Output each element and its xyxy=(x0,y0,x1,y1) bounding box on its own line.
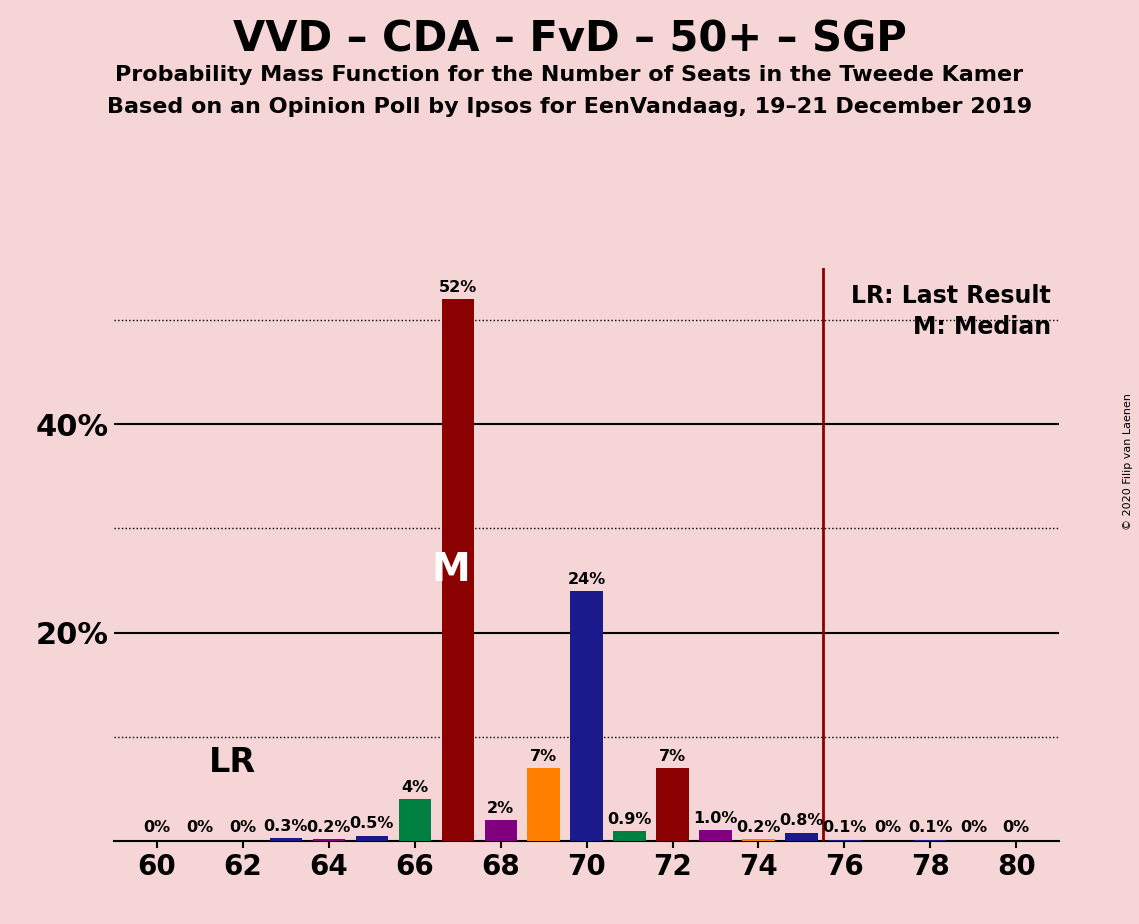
Text: M: M xyxy=(432,551,470,589)
Bar xyxy=(270,838,302,841)
Text: 0%: 0% xyxy=(229,820,256,834)
Bar xyxy=(484,820,517,841)
Bar xyxy=(355,835,388,841)
Bar xyxy=(915,840,947,841)
Text: 0%: 0% xyxy=(144,820,171,834)
Text: Probability Mass Function for the Number of Seats in the Tweede Kamer: Probability Mass Function for the Number… xyxy=(115,65,1024,85)
Text: 0.5%: 0.5% xyxy=(350,817,394,832)
Text: 0.8%: 0.8% xyxy=(779,813,823,828)
Bar xyxy=(527,768,559,841)
Bar xyxy=(312,839,345,841)
Bar xyxy=(785,833,818,841)
Text: 2%: 2% xyxy=(487,801,514,816)
Text: VVD – CDA – FvD – 50+ – SGP: VVD – CDA – FvD – 50+ – SGP xyxy=(232,18,907,60)
Bar xyxy=(614,832,646,841)
Text: 0.3%: 0.3% xyxy=(263,819,308,833)
Text: 0%: 0% xyxy=(874,820,901,834)
Text: 7%: 7% xyxy=(530,748,557,764)
Text: 0.2%: 0.2% xyxy=(306,820,351,834)
Bar xyxy=(442,299,474,841)
Text: 52%: 52% xyxy=(439,280,477,295)
Text: M: Median: M: Median xyxy=(912,315,1050,339)
Text: 0%: 0% xyxy=(960,820,986,834)
Text: 0.1%: 0.1% xyxy=(908,820,952,834)
Bar xyxy=(656,768,689,841)
Bar xyxy=(699,831,731,841)
Bar xyxy=(399,799,431,841)
Text: 4%: 4% xyxy=(401,780,428,795)
Bar xyxy=(828,840,861,841)
Bar xyxy=(571,590,603,841)
Text: LR: LR xyxy=(208,747,255,779)
Text: 7%: 7% xyxy=(659,748,686,764)
Text: 0.2%: 0.2% xyxy=(736,820,780,834)
Text: 24%: 24% xyxy=(567,572,606,587)
Text: 0.1%: 0.1% xyxy=(822,820,867,834)
Text: © 2020 Filip van Laenen: © 2020 Filip van Laenen xyxy=(1123,394,1133,530)
Text: 0.9%: 0.9% xyxy=(607,812,652,827)
Text: 0%: 0% xyxy=(1002,820,1030,834)
Text: Based on an Opinion Poll by Ipsos for EenVandaag, 19–21 December 2019: Based on an Opinion Poll by Ipsos for Ee… xyxy=(107,97,1032,117)
Bar xyxy=(743,839,775,841)
Text: LR: Last Result: LR: Last Result xyxy=(851,284,1050,308)
Text: 1.0%: 1.0% xyxy=(694,811,738,826)
Text: 0%: 0% xyxy=(187,820,213,834)
